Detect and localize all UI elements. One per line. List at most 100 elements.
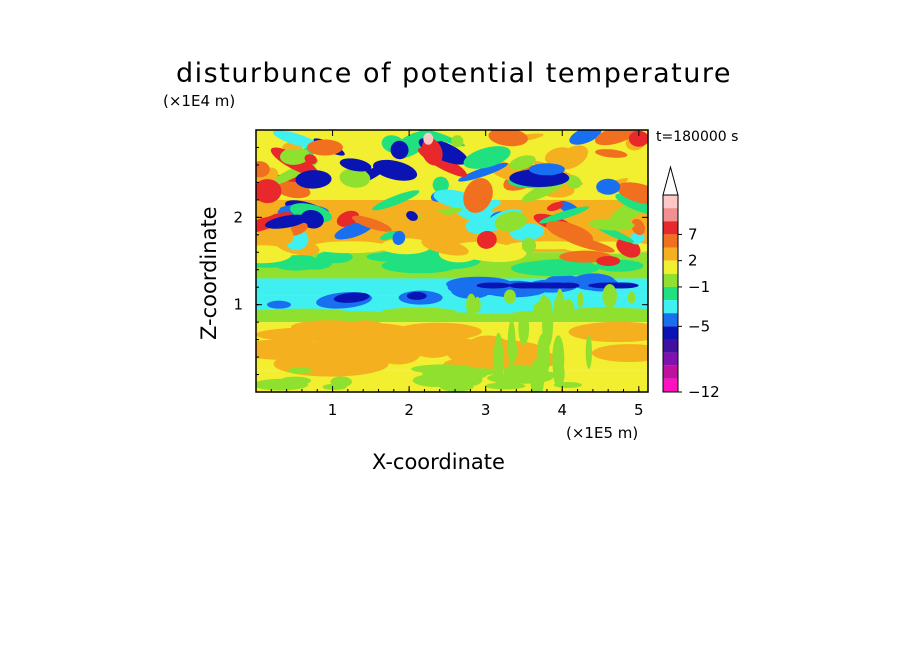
contour-blob (279, 147, 310, 165)
contour-blob (330, 376, 352, 388)
contour-blob (379, 230, 399, 241)
contour-blob (485, 382, 526, 390)
contour-blob (339, 158, 372, 172)
x-tick-label: 1 (328, 401, 338, 419)
contour-blob (602, 283, 617, 309)
contour-blob (585, 334, 592, 369)
contour-field (256, 130, 648, 392)
colorbar-swatch (663, 300, 678, 314)
contour-blob (488, 130, 528, 147)
colorbar-label: −1 (688, 278, 710, 296)
time-label: t=180000 s (656, 129, 739, 145)
contour-blob (464, 335, 512, 362)
colorbar-swatch (663, 221, 678, 235)
colorbar-label: 2 (688, 252, 698, 270)
contour-blob (615, 193, 648, 216)
y-tick-label: 2 (233, 208, 243, 226)
contour-blob (390, 140, 409, 160)
contour-blob (373, 159, 418, 181)
contour-blob (333, 292, 370, 303)
contour-blob (273, 130, 320, 149)
contour-blob (264, 214, 309, 229)
contour-blob (421, 238, 469, 256)
colorbar-swatch (663, 286, 678, 301)
contour-blob (394, 322, 482, 341)
contour-blob (295, 170, 332, 189)
contour-blob (589, 218, 635, 231)
contour-blob (507, 319, 516, 367)
contour-blob (593, 308, 648, 317)
contour-blob (288, 367, 313, 374)
contour-blob (256, 327, 368, 342)
chart-title: disturbunce of potential temperature (176, 58, 732, 89)
colorbar-swatch (663, 273, 678, 287)
contour-blob (568, 321, 648, 343)
colorbar-swatch (663, 365, 678, 379)
contour-blob (351, 215, 392, 232)
x-axis-label: X-coordinate (372, 450, 505, 474)
contour-blob (577, 291, 584, 308)
contour-blob (348, 312, 433, 321)
contour-blob (256, 249, 289, 264)
contour-blob (628, 130, 648, 147)
contour-blob (306, 139, 343, 156)
contour-blob (596, 256, 621, 266)
x-tick-label: 4 (557, 401, 567, 419)
contour-blob (562, 299, 575, 318)
contour-blob (465, 218, 491, 235)
contour-blob (565, 175, 582, 189)
contour-blob (521, 237, 537, 253)
contour-blob (509, 155, 536, 171)
colorbar-swatch (663, 378, 678, 392)
contour-blob (595, 130, 639, 146)
colorbar-label: −5 (688, 317, 710, 335)
contour-blob (511, 260, 600, 277)
contour-blob (533, 302, 546, 316)
contour-blob (563, 235, 615, 253)
contour-blob (494, 211, 527, 232)
x-tick-label: 5 (634, 401, 644, 419)
contour-blob (372, 190, 420, 211)
contour-blob (569, 130, 602, 145)
contour-blob (596, 178, 621, 195)
colorbar-frame (662, 194, 679, 393)
colorbar-swatch (663, 313, 678, 327)
colorbar-swatch (663, 352, 678, 366)
contour-blob (458, 162, 508, 182)
colorbar: 7 2 −1 −5 −12 (662, 165, 720, 401)
contour-blob (392, 230, 406, 245)
colorbar-swatch (663, 247, 678, 261)
contour-blob (432, 176, 449, 193)
colorbar-swatch (663, 195, 678, 209)
contour-blob (304, 154, 317, 165)
contour-blob (616, 182, 648, 205)
contour-blob (556, 288, 563, 306)
contour-blob (553, 360, 565, 387)
contour-blob (316, 250, 353, 264)
contour-blob (466, 248, 523, 262)
contour-blob (423, 132, 434, 145)
colorbar-swatch (663, 208, 678, 222)
x-tick-label: 2 (404, 401, 414, 419)
plot-frame (255, 129, 649, 393)
colorbar-swatch (663, 234, 678, 248)
contour-blob (380, 238, 431, 255)
contour-blob (279, 376, 312, 385)
contour-blob (256, 310, 296, 319)
colorbar-swatch (663, 339, 678, 353)
colorbar-label: 7 (688, 225, 698, 243)
contour-blob (256, 161, 270, 178)
contour-blob (546, 201, 564, 212)
contour-blob (256, 179, 282, 204)
x-unit-label: (×1E5 m) (566, 424, 639, 442)
contour-blob (266, 300, 291, 309)
contour-blob (420, 211, 452, 231)
axis-ticks: 1 2 3 4 5 1 2 (233, 130, 648, 419)
colorbar-label: −12 (688, 383, 720, 401)
contour-blob (476, 230, 497, 249)
contour-blob (544, 147, 574, 166)
x-tick-label: 3 (481, 401, 491, 419)
contour-blob (528, 163, 565, 176)
contour-blob (381, 258, 459, 274)
